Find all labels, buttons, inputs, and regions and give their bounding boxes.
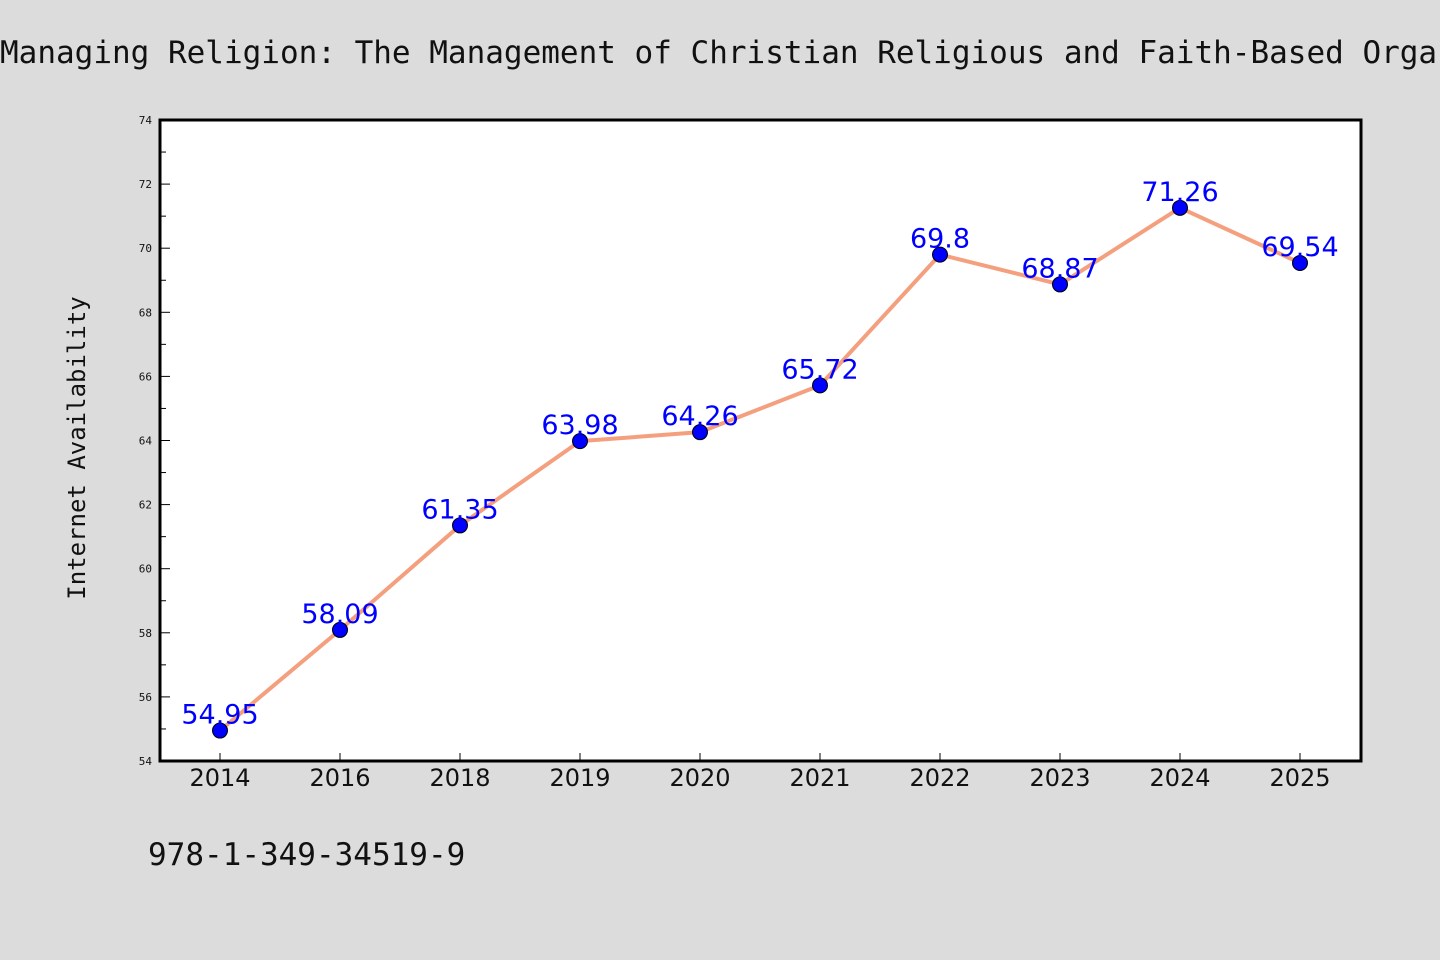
y-tick-label: 74 bbox=[139, 114, 153, 127]
x-axis: 2014 2016 2018 2019 2020 2021 2022 2023 2024 2025 bbox=[189, 753, 1331, 792]
y-tick-label: 64 bbox=[139, 435, 153, 448]
x-tick-label: 2014 bbox=[189, 764, 250, 792]
y-tick-label: 70 bbox=[139, 242, 152, 255]
data-label: 65.72 bbox=[781, 354, 858, 385]
x-tick-label: 2018 bbox=[429, 764, 490, 792]
data-point bbox=[692, 424, 708, 441]
series-lines bbox=[218, 205, 1302, 733]
data-point bbox=[812, 377, 828, 394]
data-label: 58.09 bbox=[301, 599, 378, 630]
y-tick-label: 68 bbox=[139, 306, 152, 319]
y-tick-label: 66 bbox=[139, 370, 152, 383]
y-tick-label: 54 bbox=[139, 755, 153, 768]
y-axis-label: Internet Availability bbox=[63, 296, 91, 599]
data-point bbox=[1292, 254, 1308, 271]
x-tick-label: 2016 bbox=[309, 764, 370, 792]
data-point bbox=[932, 246, 948, 263]
data-point bbox=[1052, 276, 1068, 293]
series-markers bbox=[212, 199, 1308, 739]
isbn-text: 978-1-349-34519-9 bbox=[148, 837, 465, 873]
plot-area bbox=[158, 118, 1363, 763]
data-point bbox=[452, 517, 468, 534]
data-label: 68.87 bbox=[1021, 253, 1098, 284]
data-label: 54.95 bbox=[181, 700, 258, 731]
x-tick-label: 2023 bbox=[1029, 764, 1090, 792]
y-axis: 54 56 58 60 62 64 66 68 70 72 74 bbox=[139, 114, 170, 768]
data-label: 71.26 bbox=[1141, 177, 1218, 208]
x-tick-label: 2021 bbox=[789, 764, 850, 792]
data-labels: 54.95 58.09 61.35 63.98 64.26 65.72 69.8 68.87 7… bbox=[181, 177, 1338, 731]
data-point bbox=[332, 621, 348, 638]
x-tick-label: 2025 bbox=[1269, 764, 1330, 792]
data-label: 63.98 bbox=[541, 410, 618, 441]
y-tick-label: 60 bbox=[139, 563, 152, 576]
x-tick-label: 2024 bbox=[1149, 764, 1210, 792]
data-point bbox=[212, 722, 228, 739]
data-label: 69.8 bbox=[910, 224, 970, 255]
x-tick-label: 2022 bbox=[909, 764, 970, 792]
data-point bbox=[1172, 199, 1188, 216]
data-label: 69.54 bbox=[1261, 232, 1338, 263]
data-label: 61.35 bbox=[421, 494, 498, 525]
series-line bbox=[218, 205, 1302, 733]
data-point bbox=[572, 433, 588, 450]
x-tick-label: 2020 bbox=[669, 764, 730, 792]
y-tick-label: 62 bbox=[139, 499, 152, 512]
chart-title: Managing Religion: The Management of Chr… bbox=[0, 35, 1440, 71]
data-label: 64.26 bbox=[661, 401, 738, 432]
y-tick-label: 58 bbox=[139, 627, 152, 640]
y-tick-label: 72 bbox=[139, 178, 152, 191]
x-tick-label: 2019 bbox=[549, 764, 610, 792]
y-tick-label: 56 bbox=[139, 691, 152, 704]
